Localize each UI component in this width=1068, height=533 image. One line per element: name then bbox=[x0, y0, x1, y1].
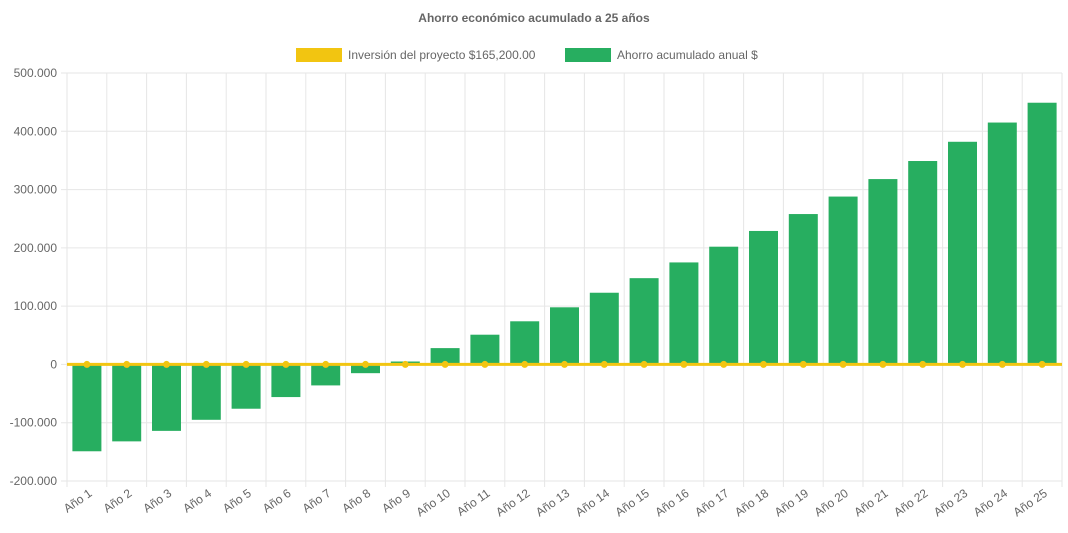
x-tick-label: Año 7 bbox=[300, 486, 334, 516]
investment-point bbox=[163, 360, 170, 368]
investment-point bbox=[998, 360, 1006, 368]
legend-label-savings: Ahorro acumulado anual $ bbox=[617, 48, 758, 62]
bar bbox=[669, 262, 699, 365]
bar bbox=[589, 292, 619, 365]
x-tick-label: Año 5 bbox=[220, 486, 254, 516]
investment-point bbox=[680, 360, 688, 368]
bar bbox=[470, 334, 500, 365]
investment-point bbox=[123, 360, 131, 368]
x-tick-label: Año 17 bbox=[692, 486, 731, 519]
x-tick-label: Año 6 bbox=[260, 486, 294, 516]
x-axis-labels: Año 1 Año 2 Año 3 Año 4 Año 5 Año 6 Año 7 Año 8… bbox=[61, 486, 1050, 519]
x-tick-label: Año 23 bbox=[931, 486, 970, 519]
bar bbox=[510, 321, 540, 365]
x-tick-label: Año 10 bbox=[414, 486, 453, 519]
x-tick-label: Año 20 bbox=[812, 486, 851, 519]
bar bbox=[231, 364, 261, 409]
x-tick-label: Año 1 bbox=[61, 486, 95, 516]
investment-point bbox=[799, 360, 807, 368]
chart-title: Ahorro económico acumulado a 25 años bbox=[418, 11, 650, 25]
y-tick-label: -100.000 bbox=[10, 416, 58, 430]
bar bbox=[788, 214, 818, 365]
bars bbox=[72, 102, 1057, 452]
bar bbox=[908, 161, 938, 365]
x-tick-label: Año 8 bbox=[340, 486, 374, 516]
x-tick-label: Año 16 bbox=[652, 486, 691, 519]
investment-point bbox=[322, 360, 330, 368]
y-tick-label: 500.000 bbox=[14, 66, 58, 80]
bar bbox=[112, 364, 142, 442]
bar bbox=[749, 230, 778, 365]
x-tick-label: Año 11 bbox=[454, 486, 493, 519]
investment-point bbox=[282, 360, 290, 368]
y-tick-label: -200.000 bbox=[10, 474, 58, 488]
legend-swatch-investment bbox=[296, 48, 342, 62]
investment-point bbox=[760, 360, 767, 368]
bar bbox=[948, 141, 977, 365]
x-tick-label: Año 24 bbox=[971, 486, 1010, 519]
investment-point bbox=[1038, 360, 1046, 368]
investment-point bbox=[441, 360, 449, 368]
investment-line bbox=[67, 360, 1062, 368]
x-tick-label: Año 14 bbox=[573, 486, 612, 519]
legend-label-investment: Inversión del proyecto $165,200.00 bbox=[348, 48, 536, 62]
investment-point bbox=[919, 360, 927, 368]
bar bbox=[828, 196, 858, 365]
x-tick-label: Año 3 bbox=[141, 486, 175, 516]
x-tick-label: Año 18 bbox=[732, 486, 771, 519]
x-tick-label: Año 22 bbox=[891, 486, 930, 519]
investment-point bbox=[640, 360, 648, 368]
bar bbox=[152, 364, 181, 431]
investment-point bbox=[879, 360, 887, 368]
x-tick-label: Año 13 bbox=[533, 486, 572, 519]
investment-point bbox=[362, 360, 369, 368]
legend-swatch-savings bbox=[565, 48, 611, 62]
bar bbox=[72, 364, 102, 452]
investment-point bbox=[959, 360, 966, 368]
bar bbox=[987, 122, 1017, 365]
x-tick-label: Año 15 bbox=[613, 486, 652, 519]
investment-point bbox=[481, 360, 489, 368]
legend: Inversión del proyecto $165,200.00 Ahorr… bbox=[296, 48, 758, 62]
investment-point bbox=[521, 360, 529, 368]
x-tick-label: Año 25 bbox=[1011, 486, 1050, 519]
bar bbox=[1027, 102, 1057, 365]
investment-point bbox=[561, 360, 568, 368]
bar bbox=[868, 179, 898, 365]
y-tick-label: 0 bbox=[50, 357, 57, 371]
investment-point bbox=[720, 360, 728, 368]
investment-point bbox=[401, 360, 409, 368]
investment-point bbox=[839, 360, 847, 368]
bar bbox=[311, 364, 341, 386]
y-tick-label: 100.000 bbox=[14, 299, 58, 313]
y-axis-labels: 500.000 400.000 300.000 200.000 100.000 0 -100… bbox=[10, 66, 58, 488]
bar bbox=[351, 364, 380, 374]
x-tick-label: Año 9 bbox=[379, 486, 413, 516]
bar bbox=[629, 278, 659, 365]
investment-point bbox=[242, 360, 250, 368]
investment-point bbox=[600, 360, 608, 368]
bar bbox=[550, 307, 579, 365]
bar bbox=[271, 364, 301, 398]
investment-point bbox=[202, 360, 210, 368]
x-tick-label: Año 2 bbox=[101, 486, 135, 516]
bar bbox=[430, 348, 460, 365]
x-tick-label: Año 21 bbox=[851, 486, 890, 519]
y-tick-label: 200.000 bbox=[14, 241, 58, 255]
y-tick-label: 400.000 bbox=[14, 124, 58, 138]
bar bbox=[191, 364, 221, 420]
x-tick-label: Año 4 bbox=[180, 486, 214, 516]
x-tick-label: Año 12 bbox=[493, 486, 532, 519]
bar bbox=[709, 246, 739, 365]
investment-point bbox=[83, 360, 91, 368]
y-tick-label: 300.000 bbox=[14, 183, 58, 197]
x-tick-label: Año 19 bbox=[772, 486, 811, 519]
